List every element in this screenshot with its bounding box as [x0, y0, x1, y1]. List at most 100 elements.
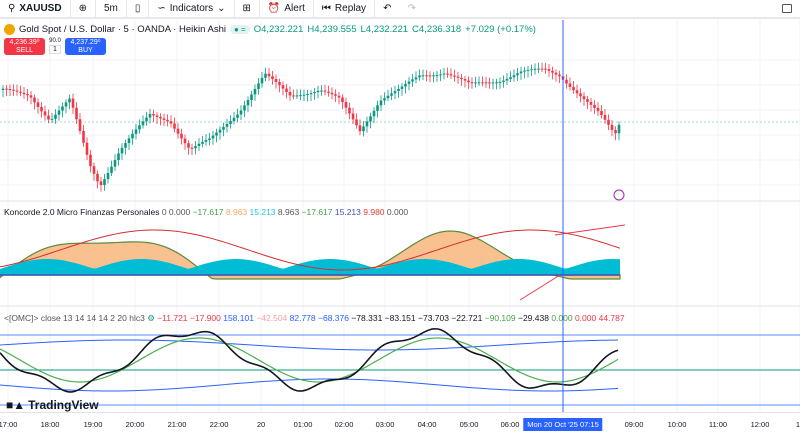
quantity[interactable]: 90.0 1 [49, 38, 61, 54]
chart-canvas[interactable] [0, 0, 800, 412]
candle [355, 119, 358, 126]
interval-button[interactable]: 5m [96, 0, 127, 18]
candle [229, 121, 232, 124]
undo-button[interactable]: ↶ [375, 0, 399, 18]
tv-logo-icon: ■▲ [6, 398, 26, 412]
candle [589, 101, 593, 105]
koncorde-value: −17.617 [301, 207, 335, 217]
candle [117, 153, 120, 161]
redo-button[interactable]: ↷ [399, 0, 423, 18]
candle [180, 133, 183, 139]
omc-legend[interactable]: <[OMC]> close 13 14 14 14 2 20 hlc3 ⚙ −1… [4, 313, 625, 323]
candle [71, 98, 75, 108]
layouts-button[interactable]: ⊞ [235, 0, 260, 18]
candle [292, 95, 295, 97]
candle [103, 179, 106, 186]
chart-type-button[interactable]: ▯ [127, 0, 150, 18]
candle [89, 154, 92, 167]
candle [148, 113, 152, 118]
candle [603, 115, 607, 120]
candle [187, 143, 190, 148]
candle [467, 80, 470, 83]
candle [470, 82, 474, 84]
candle [498, 81, 502, 83]
buy-button[interactable]: 4,237.29⁰ BUY [65, 38, 106, 55]
omc-values: −11.721 −17.900 158.101 −42.504 82.778 −… [157, 313, 624, 323]
candle [456, 76, 460, 78]
candle [526, 69, 530, 71]
symbol-search[interactable]: ⚲ XAUUSD [0, 0, 71, 18]
candle [36, 102, 40, 107]
koncorde-value: 0.000 [386, 207, 409, 217]
candle [64, 102, 68, 107]
high-value: H4,239.555 [307, 24, 357, 35]
time-axis[interactable]: 13 12:00 11:00 10:00 09:00 06:00 05:00 04:00 03:… [0, 412, 800, 434]
koncorde-value: 15.213 [334, 207, 364, 217]
market-status-badge[interactable]: ● = [229, 25, 250, 34]
omc-value: −90.109 [484, 313, 518, 323]
fullscreen-icon[interactable] [782, 4, 792, 13]
trade-panel: 4,236.39⁰ SELL 90.0 1 4,237.29⁰ BUY [4, 38, 106, 55]
candle [421, 75, 425, 77]
candle [120, 147, 124, 154]
add-symbol-button[interactable]: ⊕ [71, 0, 96, 18]
candle [509, 77, 512, 79]
candle [12, 89, 15, 91]
tradingview-logo[interactable]: ■▲ TradingView [6, 398, 99, 412]
candle [446, 73, 449, 75]
candle [453, 75, 456, 77]
candle [239, 110, 243, 115]
candle [96, 173, 99, 182]
candle [54, 114, 57, 119]
open-value: O4,232.221 [253, 24, 304, 35]
series-title[interactable]: Gold Spot / U.S. Dollar · 5 · OANDA · He… [19, 24, 226, 35]
candle [379, 100, 383, 106]
candle [600, 111, 603, 116]
candle [131, 133, 134, 139]
candle [383, 98, 386, 101]
candle [211, 135, 215, 139]
candle [505, 78, 509, 81]
candle [285, 88, 288, 92]
time-tick-label: 22:00 [209, 420, 229, 429]
candle [547, 69, 551, 71]
koncorde-value: 8.963 [225, 207, 250, 217]
omc-value: −83.151 [384, 313, 418, 323]
candle [386, 95, 390, 99]
candle [327, 91, 330, 93]
redo-icon: ↷ [407, 3, 416, 14]
candle [439, 74, 442, 76]
indicators-button[interactable]: ∽ Indicators ⌄ [149, 0, 235, 18]
candle [5, 88, 8, 90]
candle [166, 119, 169, 122]
candle [57, 110, 61, 115]
candle [358, 125, 362, 132]
koncorde-legend[interactable]: Koncorde 2.0 Micro Finanzas Personales 0… [4, 207, 409, 217]
candle [372, 110, 376, 117]
candle [99, 181, 103, 186]
omc-value: −22.721 [451, 313, 485, 323]
candle [215, 132, 218, 136]
candle [537, 68, 540, 70]
candle [82, 130, 85, 143]
candle [481, 82, 484, 84]
candle [617, 124, 621, 134]
candle [299, 95, 302, 97]
candle [484, 82, 488, 84]
candles-icon: ▯ [134, 3, 141, 14]
candle [113, 160, 117, 167]
koncorde-value: 0 [161, 207, 169, 217]
settings-icon[interactable]: ⚙ [147, 313, 155, 323]
candle [477, 82, 481, 84]
koncorde-value: 0.000 [168, 207, 193, 217]
candle [554, 72, 558, 75]
candle [400, 86, 404, 89]
omc-value: 44.787 [598, 313, 625, 323]
candle [295, 95, 299, 97]
candle [425, 75, 428, 77]
sell-button[interactable]: 4,236.39⁰ SELL [4, 38, 45, 55]
koncorde-red-line [0, 229, 621, 271]
alert-button[interactable]: ⏰ Alert [260, 0, 314, 18]
replay-button[interactable]: ⏮ Replay [314, 0, 376, 18]
candle [614, 129, 617, 134]
